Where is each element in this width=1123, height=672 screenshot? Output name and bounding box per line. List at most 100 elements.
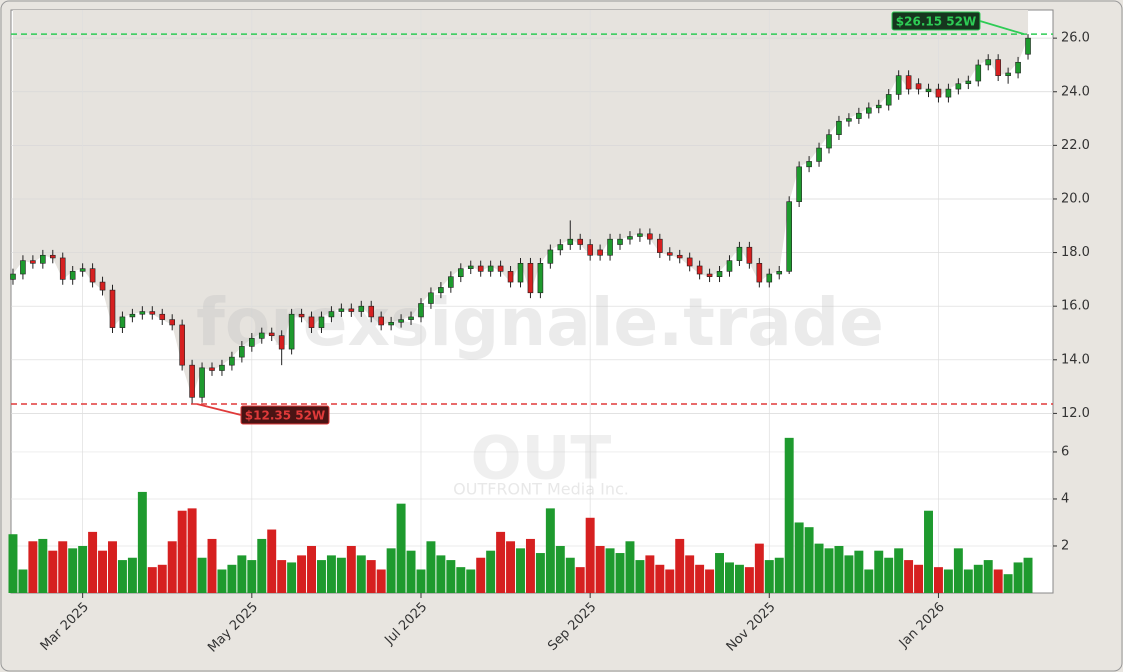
- volume-bar: [297, 555, 307, 593]
- volume-bar: [774, 557, 784, 593]
- candle-body: [1025, 37, 1031, 55]
- arrow: [196, 403, 242, 416]
- volume-bar: [963, 569, 973, 593]
- volume-bar: [764, 560, 774, 593]
- volume-bar: [943, 569, 953, 593]
- volume-bar: [177, 510, 187, 593]
- candle-body: [517, 263, 524, 283]
- company-watermark: OUTFRONT Media Inc.: [453, 480, 629, 499]
- volume-bar: [953, 548, 963, 593]
- candle-body: [776, 271, 783, 275]
- candle-body: [905, 75, 912, 90]
- candle-body: [826, 134, 832, 149]
- volume-bar: [396, 503, 406, 593]
- volume-bar: [565, 557, 575, 593]
- candle-body: [159, 313, 166, 320]
- candle-body: [676, 254, 683, 259]
- volume-bar: [237, 555, 247, 593]
- candle-body: [577, 238, 584, 245]
- volume-bar: [137, 491, 147, 593]
- candle-body: [497, 265, 504, 272]
- volume-bar: [476, 557, 486, 593]
- y-tick-label: 18.0: [1061, 245, 1090, 260]
- candle-body: [119, 316, 126, 328]
- volume-bar: [117, 560, 127, 593]
- volume-bar: [973, 564, 983, 593]
- volume-bar: [814, 543, 824, 593]
- volume-bar: [197, 557, 207, 593]
- y-tick-label: 16.0: [1061, 299, 1090, 314]
- candle-body: [40, 254, 46, 264]
- candle-body: [398, 319, 404, 323]
- level-label: $12.35 52W: [245, 409, 325, 423]
- volume-bar: [635, 560, 645, 593]
- candle-body: [358, 305, 365, 312]
- volume-bar: [8, 534, 18, 593]
- candle-body: [706, 273, 713, 278]
- candle-body: [686, 257, 693, 267]
- candle-body: [875, 104, 882, 109]
- volume-bar: [227, 564, 237, 593]
- y2-tick-label: 6: [1061, 444, 1069, 459]
- volume-bar: [366, 560, 376, 593]
- y-tick-label: 24.0: [1061, 84, 1090, 99]
- volume-bar: [725, 562, 734, 593]
- candle-body: [537, 263, 544, 294]
- volume-bar: [555, 545, 565, 593]
- volume-bar: [386, 548, 396, 593]
- price-area: [12, 10, 1029, 398]
- volume-bar: [575, 567, 585, 593]
- volume-bar: [436, 555, 446, 593]
- candle-body: [945, 88, 952, 98]
- volume-bar: [655, 564, 665, 593]
- volume-bar: [874, 550, 884, 593]
- candle-body: [467, 265, 474, 269]
- volume-bar: [426, 541, 436, 593]
- candle-body: [935, 88, 942, 98]
- candle-body: [836, 120, 842, 135]
- y-tick-label: 14.0: [1061, 352, 1090, 367]
- label-box: [891, 11, 981, 31]
- volume-bar: [486, 550, 496, 593]
- volume-bar: [68, 548, 78, 593]
- volume-bar: [545, 508, 555, 593]
- candle-body: [607, 238, 613, 256]
- volume-bar: [675, 538, 685, 593]
- candle-body: [696, 265, 703, 275]
- candle-body: [567, 238, 574, 245]
- volume-bar: [78, 545, 88, 593]
- volume-bar: [744, 567, 754, 593]
- candle-body: [527, 263, 534, 294]
- candle-body: [985, 59, 992, 66]
- volume-bar: [287, 562, 297, 593]
- candle-body: [885, 94, 892, 106]
- y-tick-label: 12.0: [1061, 406, 1090, 421]
- candle-body: [975, 64, 982, 82]
- volume-bar: [695, 564, 705, 593]
- volume-bar: [824, 548, 834, 593]
- candle-body: [766, 273, 773, 283]
- candle-body: [507, 271, 514, 283]
- volume-bar: [605, 548, 615, 593]
- candle-body: [1015, 61, 1021, 74]
- volume-bar: [1013, 562, 1023, 593]
- candle-body: [418, 303, 424, 318]
- candle-body: [69, 271, 76, 280]
- candle-body: [726, 260, 733, 272]
- y-tick-label: 22.0: [1061, 138, 1090, 153]
- candle-body: [109, 289, 116, 328]
- volume-bar: [456, 567, 466, 593]
- volume-bar: [48, 550, 58, 593]
- candle-body: [796, 166, 802, 202]
- volume-bar: [1003, 574, 1013, 593]
- volume-bar: [416, 569, 426, 593]
- volume-bar: [525, 538, 535, 593]
- symbol-watermark: OUT: [471, 424, 612, 494]
- candle-body: [239, 346, 245, 358]
- volume-bar: [715, 553, 725, 593]
- candle-body: [866, 107, 872, 114]
- volume-bar: [894, 548, 904, 593]
- volume-bar: [983, 560, 993, 593]
- volume-bar: [924, 510, 933, 593]
